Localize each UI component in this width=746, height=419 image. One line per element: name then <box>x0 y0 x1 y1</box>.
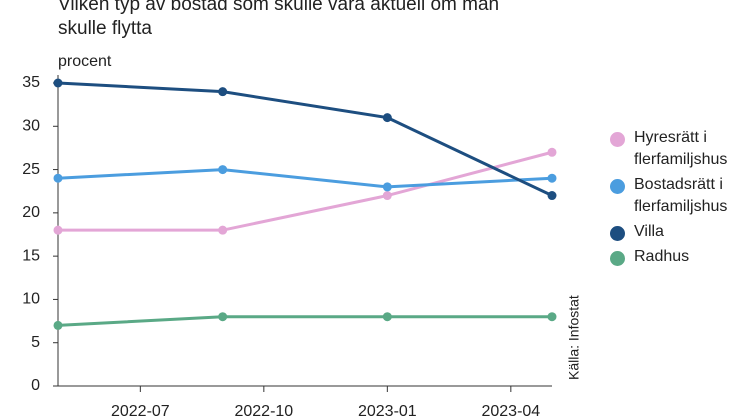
chart-title: Vilken typ av bostad som skulle vara akt… <box>58 0 500 39</box>
y-tick-label: 30 <box>22 118 40 135</box>
x-tick-label: 2023-04 <box>481 403 540 419</box>
source: Källa: Infostat <box>566 295 582 380</box>
point <box>382 182 392 192</box>
y-tick-label: 10 <box>22 291 40 308</box>
line <box>57 81 553 197</box>
legend-label: Villa <box>634 223 664 240</box>
x-tick-label: 2022-07 <box>111 403 170 419</box>
y-tick-label: 25 <box>22 161 40 178</box>
legend-swatch <box>610 251 625 266</box>
legend-swatch <box>610 226 625 241</box>
point <box>218 87 228 97</box>
x-tick-label: 2022-10 <box>234 403 293 419</box>
legend-swatch <box>610 132 625 147</box>
point <box>547 147 557 157</box>
legend-item: Hyresrätt i flerfamiljshus <box>610 129 728 171</box>
y-tick-label: 20 <box>22 204 40 221</box>
line <box>57 315 552 327</box>
line <box>58 150 553 232</box>
legend-item: Bostadsrätt i flerfamiljshus <box>610 176 728 218</box>
y-tick-label: 0 <box>31 377 40 394</box>
point <box>547 173 557 183</box>
point <box>218 225 228 235</box>
legend-label: Radhus <box>634 248 690 265</box>
y-tick-label: 35 <box>22 74 40 91</box>
point <box>547 191 557 201</box>
y-axis-label: procent <box>58 53 112 70</box>
y-tick-label: 5 <box>31 334 40 351</box>
point <box>53 225 63 235</box>
legend-label: Hyresrätt i flerfamiljshus <box>634 129 728 168</box>
point <box>218 165 228 175</box>
point <box>382 113 392 123</box>
legend-item: Villa <box>610 223 727 243</box>
point <box>382 312 392 322</box>
legend: Hyresrätt i flerfamiljshus Bostadsrätt i … <box>610 129 728 274</box>
x-tick-label: 2023-01 <box>358 403 417 419</box>
point <box>382 191 392 201</box>
point <box>547 312 557 322</box>
legend-swatch <box>610 179 625 194</box>
legend-item: Radhus <box>610 248 727 268</box>
legend-label: Bostadsrätt i flerfamiljshus <box>634 176 728 215</box>
point <box>218 312 228 322</box>
point <box>53 320 63 330</box>
point <box>53 173 63 183</box>
point <box>53 78 63 88</box>
y-tick-label: 15 <box>22 247 40 264</box>
line <box>57 168 553 189</box>
